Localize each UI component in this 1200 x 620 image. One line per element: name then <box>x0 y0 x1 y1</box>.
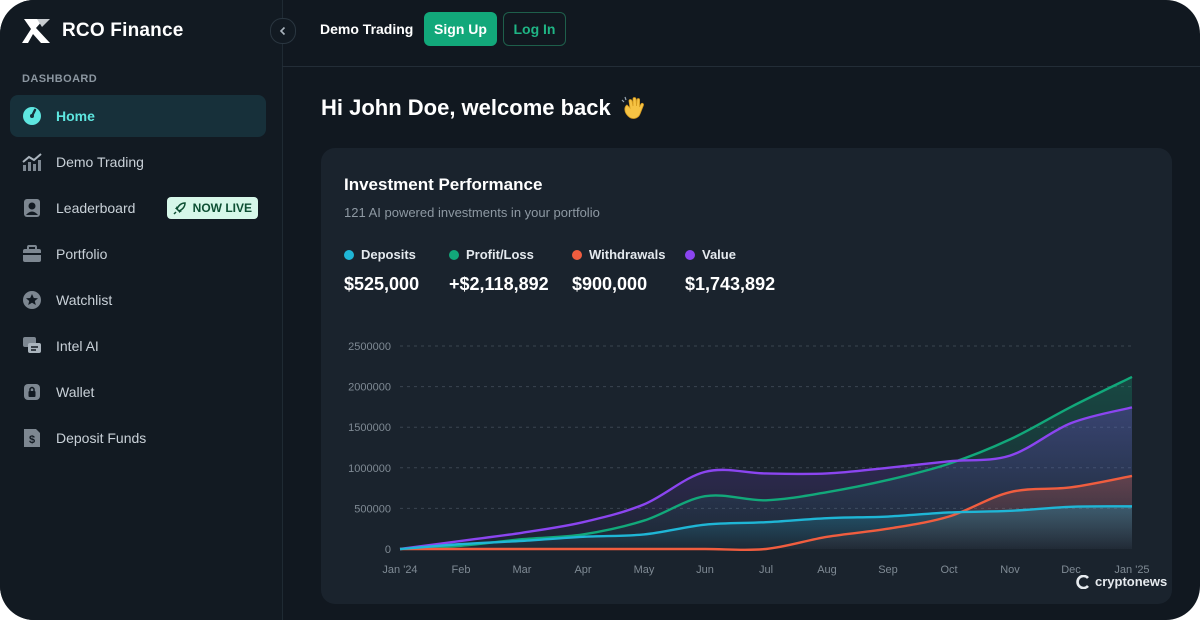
sidebar-item-label: Wallet <box>56 384 95 400</box>
stat-label: Deposits <box>361 247 416 262</box>
chevron-left-icon <box>279 26 286 36</box>
greeting: Hi John Doe, welcome back <box>321 95 647 121</box>
waving-hand-icon <box>621 96 644 119</box>
card-title: Investment Performance <box>344 175 543 194</box>
cryptonews-logo-icon <box>1076 574 1089 589</box>
stat-profit-loss: Profit/Loss +$2,118,892 <box>449 247 549 295</box>
sidebar-item-home[interactable]: Home <box>10 95 266 137</box>
star-icon <box>22 290 42 310</box>
sidebar-item-label: Demo Trading <box>56 154 144 170</box>
y-tick-label: 2000000 <box>348 382 391 394</box>
demo-trading-link[interactable]: Demo Trading <box>320 21 414 37</box>
stat-label: Profit/Loss <box>466 247 534 262</box>
x-tick-label: Nov <box>1000 564 1020 576</box>
now-live-badge: NOW LIVE <box>166 197 258 219</box>
badge-label: NOW LIVE <box>192 201 252 215</box>
log-in-button[interactable]: Log In <box>503 12 566 46</box>
x-tick-label: Apr <box>574 564 591 576</box>
stat-value: +$2,118,892 <box>449 274 549 294</box>
card-subtitle: 121 AI powered investments in your portf… <box>344 205 600 220</box>
withdrawals-dot-icon <box>572 249 582 260</box>
sign-up-button[interactable]: Sign Up <box>424 12 497 46</box>
stat-value-total: Value $1,743,892 <box>685 247 775 295</box>
sidebar-item-label: Home <box>56 108 95 124</box>
section-label: DASHBOARD <box>22 73 98 85</box>
stat-label-row: Deposits <box>344 247 419 262</box>
y-tick-label: 0 <box>385 544 391 556</box>
x-tick-label: Sep <box>878 564 898 576</box>
series-line-value <box>399 406 1133 551</box>
stat-label: Withdrawals <box>589 247 666 262</box>
x-tick-label: Jan '25 <box>1114 564 1149 576</box>
trend-chart-icon <box>22 152 42 172</box>
stat-value: $525,000 <box>344 274 420 294</box>
stat-label-row: Profit/Loss <box>449 247 549 262</box>
x-tick-label: Jun <box>696 564 714 576</box>
value-dot-icon <box>685 249 695 260</box>
brand[interactable]: RCO Finance <box>22 17 184 45</box>
topbar: Demo Trading Sign Up Log In <box>282 0 1200 67</box>
stat-withdrawals: Withdrawals $900,000 <box>572 247 665 295</box>
y-tick-label: 2500000 <box>348 341 391 353</box>
rco-logo-icon <box>22 19 50 43</box>
sidebar: RCO Finance DASHBOARD Home Demo Trading <box>0 0 283 620</box>
sidebar-item-leaderboard[interactable]: Leaderboard NOW LIVE <box>10 187 266 229</box>
x-tick-label: Oct <box>940 564 957 576</box>
sidebar-item-label: Deposit Funds <box>56 430 147 446</box>
watermark-text: cryptonews <box>1095 574 1168 589</box>
rocket-icon <box>173 202 186 215</box>
series-line-withdrawals <box>400 474 1133 552</box>
sidebar-item-wallet[interactable]: Wallet <box>10 371 266 413</box>
stat-label-row: Value <box>685 247 775 262</box>
dollar-doc-icon: $ <box>22 428 42 448</box>
investment-performance-card: Investment Performance 121 AI powered in… <box>321 148 1172 604</box>
y-tick-label: 1000000 <box>348 463 391 475</box>
greeting-text: Hi John Doe, welcome back <box>321 95 611 120</box>
lock-icon <box>22 382 42 402</box>
gauge-icon <box>22 106 42 126</box>
y-tick-label: 500000 <box>354 503 391 515</box>
stat-value: $1,743,892 <box>685 274 776 294</box>
profit-loss-dot-icon <box>449 249 459 260</box>
sidebar-item-label: Leaderboard <box>56 200 136 216</box>
cryptonews-watermark: cryptonews <box>1076 574 1167 589</box>
series-line-deposits <box>399 505 1133 551</box>
sidebar-item-label: Intel AI <box>56 338 99 354</box>
x-tick-label: Feb <box>452 564 471 576</box>
x-tick-label: Aug <box>817 564 837 576</box>
sidebar-item-intel-ai[interactable]: Intel AI <box>10 325 266 367</box>
brand-name: RCO Finance <box>62 20 184 41</box>
briefcase-icon <box>22 244 42 264</box>
sidebar-item-deposit-funds[interactable]: $ Deposit Funds <box>10 417 266 459</box>
x-tick-label: May <box>634 564 655 576</box>
sidebar-item-label: Watchlist <box>56 292 113 308</box>
sidebar-item-demo-trading[interactable]: Demo Trading <box>10 141 266 183</box>
performance-chart: 0 500000 1000000 1500000 2000000 2500000 Jan '… <box>348 341 1149 576</box>
x-tick-label: Dec <box>1061 564 1081 576</box>
series-line-profit-loss <box>399 375 1133 551</box>
stat-value: $900,000 <box>572 274 648 294</box>
stat-label: Value <box>702 247 736 262</box>
chat-icon <box>22 336 42 356</box>
stat-deposits: Deposits $525,000 <box>344 247 419 295</box>
collapse-sidebar-button[interactable] <box>270 18 296 44</box>
svg-text:$: $ <box>29 434 35 446</box>
sidebar-item-label: Portfolio <box>56 246 108 262</box>
deposits-dot-icon <box>344 249 354 260</box>
sidebar-item-watchlist[interactable]: Watchlist <box>10 279 266 321</box>
x-tick-label: Jan '24 <box>382 564 417 576</box>
x-tick-label: Jul <box>759 564 773 576</box>
stat-label-row: Withdrawals <box>572 247 665 262</box>
x-tick-label: Mar <box>513 564 532 576</box>
sidebar-nav: Home Demo Trading Leaderboard NOW LIVE <box>10 95 266 463</box>
sidebar-item-portfolio[interactable]: Portfolio <box>10 233 266 275</box>
y-tick-label: 1500000 <box>348 422 391 434</box>
user-icon <box>22 198 42 218</box>
